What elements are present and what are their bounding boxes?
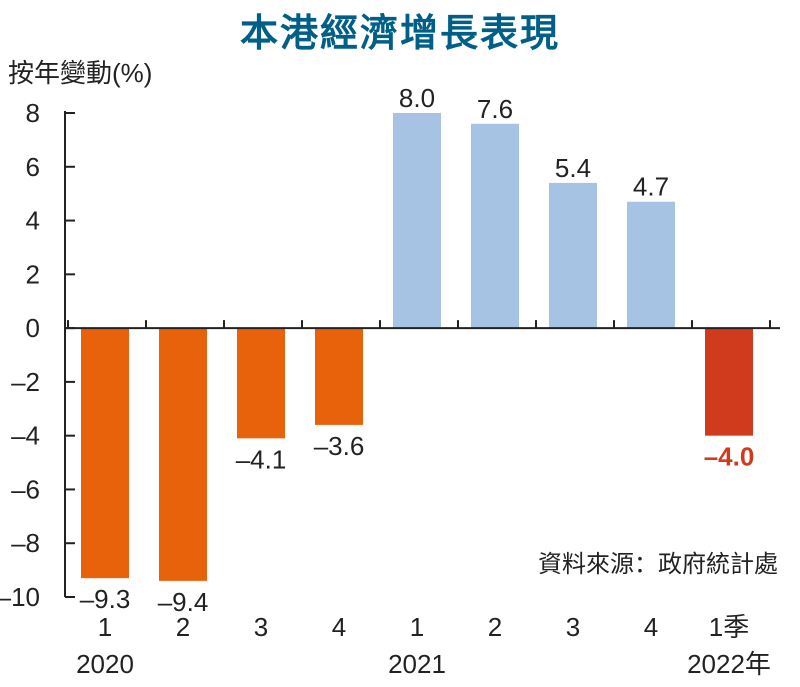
y-tick-label: 6 — [26, 152, 40, 182]
value-label: –4.1 — [236, 444, 287, 474]
bar — [549, 182, 597, 329]
y-tick-label: 8 — [26, 98, 40, 128]
y-tick-label: –10 — [0, 582, 40, 612]
value-label: 4.7 — [633, 172, 669, 202]
y-tick-label: –6 — [11, 474, 40, 504]
x-tick-label: 3 — [254, 612, 268, 642]
y-tick-label: –2 — [11, 367, 40, 397]
x-tick-label: 3 — [566, 612, 580, 642]
value-label: –3.6 — [314, 431, 365, 461]
value-label: –9.4 — [158, 587, 209, 617]
y-tick-label: –8 — [11, 528, 40, 558]
year-label: 2021 — [388, 649, 446, 679]
x-tick-label: 2 — [488, 612, 502, 642]
bar — [471, 123, 519, 329]
x-tick-label: 2 — [176, 612, 190, 642]
value-label: –9.3 — [80, 584, 131, 614]
y-tick-label: 0 — [26, 313, 40, 343]
value-label: 7.6 — [477, 94, 513, 124]
bar — [81, 328, 129, 579]
value-label: –4.0 — [704, 442, 755, 472]
bar — [159, 328, 207, 581]
bar — [315, 328, 363, 425]
y-tick-label: 4 — [26, 206, 40, 236]
value-label: 5.4 — [555, 153, 591, 183]
year-label: 2020 — [76, 649, 134, 679]
year-label: 2022年 — [687, 649, 771, 679]
y-tick-label: 2 — [26, 259, 40, 289]
x-tick-label: 1 — [410, 612, 424, 642]
x-tick-label: 4 — [644, 612, 658, 642]
x-tick-label: 1 — [98, 612, 112, 642]
source-note: 資料來源：政府統計處 — [538, 550, 778, 578]
chart-title: 本港經濟增長表現 — [239, 11, 560, 55]
plot-area: 8 6 4 2 0 –2 –4 –6 –8 –10 –9.3 –9.4 –4.1 –3.6 8.0 7.6 5.… — [0, 83, 780, 679]
x-tick-label: 1季 — [709, 612, 749, 642]
bar — [237, 328, 285, 439]
bar — [393, 113, 441, 329]
bar — [627, 201, 675, 329]
value-label: 8.0 — [399, 83, 435, 113]
y-axis-label: 按年變動(%) — [8, 58, 152, 88]
x-tick-label: 4 — [332, 612, 346, 642]
y-tick-label: –4 — [11, 421, 40, 451]
bar — [705, 328, 753, 436]
